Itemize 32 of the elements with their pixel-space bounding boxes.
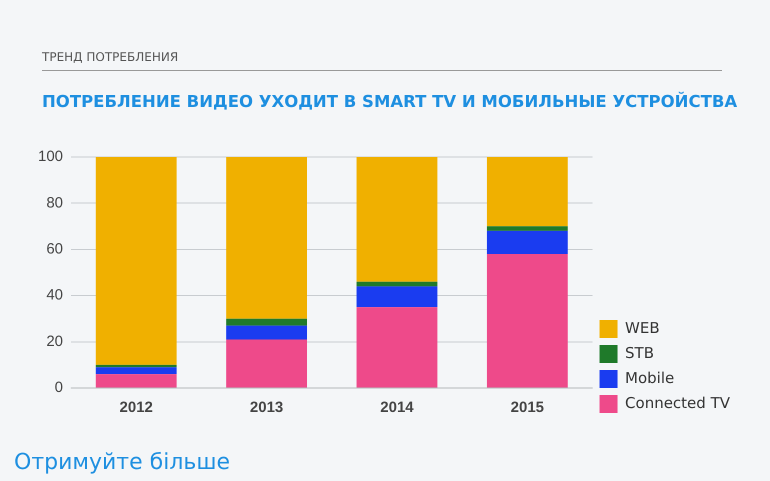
bar bbox=[356, 307, 438, 388]
chart-subtitle: ТРЕНД ПОТРЕБЛЕНИЯ bbox=[42, 50, 722, 71]
bar bbox=[96, 374, 177, 388]
text: Отримуйте більше bbox=[14, 450, 230, 475]
bar bbox=[356, 286, 438, 308]
y-tick-label: 40 bbox=[46, 286, 64, 304]
legend-label: STB bbox=[625, 344, 654, 362]
bar bbox=[486, 230, 568, 254]
bar bbox=[486, 226, 568, 231]
x-tick-label: 2013 bbox=[250, 399, 284, 416]
x-tick-label: 2012 bbox=[120, 399, 153, 416]
bar bbox=[356, 157, 438, 282]
y-tick-label: 100 bbox=[38, 148, 64, 166]
bar bbox=[226, 339, 308, 388]
legend-label: WEB bbox=[625, 318, 660, 337]
bar bbox=[226, 326, 308, 340]
bar bbox=[356, 282, 438, 286]
bar bbox=[486, 254, 568, 388]
x-tick-label: 2014 bbox=[380, 399, 414, 416]
bar bbox=[96, 157, 177, 365]
x-tick-label: 2015 bbox=[510, 399, 544, 416]
y-tick-label: 80 bbox=[46, 194, 64, 212]
y-tick-label: 60 bbox=[46, 240, 64, 258]
y-tick-label: 20 bbox=[46, 332, 64, 350]
legend-label: Connected TV bbox=[625, 394, 731, 412]
bar bbox=[226, 157, 308, 319]
legend-label: Mobile bbox=[625, 368, 674, 387]
y-tick-label: 0 bbox=[54, 379, 64, 396]
bar bbox=[96, 367, 177, 374]
bar bbox=[486, 157, 568, 226]
chart-title: ПОТРЕБЛЕНИЕ ВИДЕО УХОДИТ В SMART TV И МОБИЛЬНЫЕ УСТРОЙСТВА bbox=[42, 92, 738, 111]
bar bbox=[226, 318, 308, 326]
